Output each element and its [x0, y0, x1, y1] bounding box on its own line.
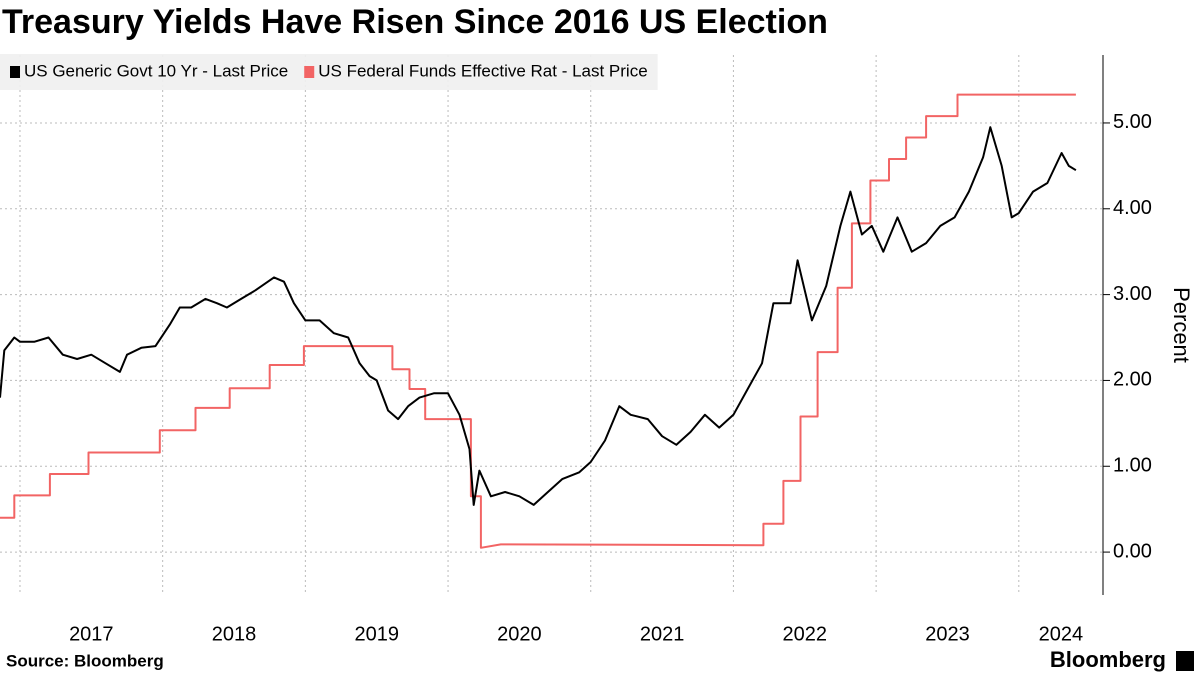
brand: Bloomberg — [1050, 647, 1166, 672]
chart-title: Treasury Yields Have Risen Since 2016 US… — [2, 3, 828, 41]
y-tick-label: 4.00 — [1113, 197, 1152, 219]
x-tick-label: 2019 — [354, 623, 399, 645]
y-axis-title: Percent — [1169, 287, 1194, 363]
series-line — [0, 93, 1076, 549]
x-tick-label: 2018 — [212, 623, 257, 645]
y-tick-label: 1.00 — [1113, 455, 1152, 477]
x-tick-label: 2024 — [1039, 623, 1084, 645]
legend-box — [0, 54, 658, 90]
legend-label: US Generic Govt 10 Yr - Last Price — [24, 61, 288, 80]
series-line — [0, 126, 1077, 506]
legend-swatch — [10, 66, 20, 78]
y-tick-label: 5.00 — [1113, 111, 1152, 133]
y-tick-label: 3.00 — [1113, 283, 1152, 305]
x-tick-label: 2017 — [69, 623, 114, 645]
x-tick-label: 2020 — [497, 623, 542, 645]
y-tick-label: 2.00 — [1113, 369, 1152, 391]
x-tick-label: 2023 — [925, 623, 970, 645]
source: Source: Bloomberg — [6, 651, 164, 670]
brand-icon — [1176, 651, 1194, 671]
legend-label: US Federal Funds Effective Rat - Last Pr… — [318, 61, 647, 80]
y-tick-label: 0.00 — [1113, 540, 1152, 562]
x-tick-label: 2022 — [783, 623, 828, 645]
legend-swatch — [304, 66, 315, 78]
x-tick-label: 2021 — [640, 623, 685, 645]
